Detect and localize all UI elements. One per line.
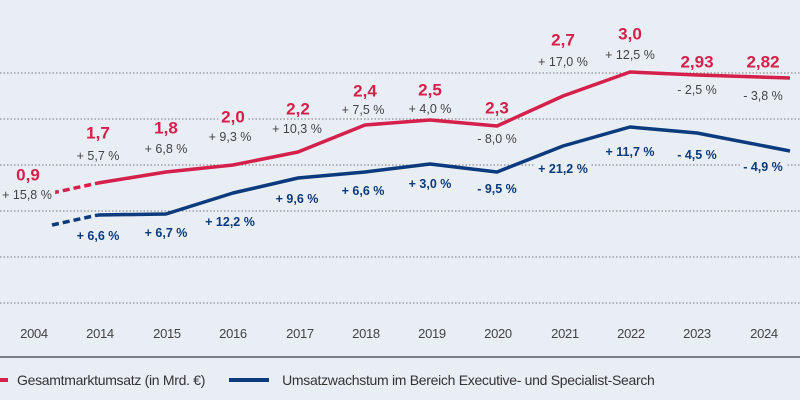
legend-swatch-blue [229, 378, 270, 382]
growth-label-umsatzwachstum: + 3,0 % [405, 178, 455, 191]
growth-label-gesamtmarkt: + 15,8 % [0, 189, 55, 202]
umsatzwachstum-line [97, 125, 791, 217]
growth-label-umsatzwachstum: - 9,5 % [474, 183, 520, 196]
growth-label-gesamtmarkt: + 7,5 % [338, 104, 388, 117]
growth-label-gesamtmarkt: - 2,5 % [674, 84, 720, 97]
value-label: 2,2 [283, 100, 313, 118]
legend: Gesamtmarktumsatz (in Mrd. €) Umsatzwach… [0, 372, 655, 388]
growth-label-gesamtmarkt: - 8,0 % [474, 133, 520, 146]
growth-label-gesamtmarkt: + 12,5 % [602, 49, 658, 62]
value-label: 1,7 [83, 124, 113, 142]
value-label: 2,3 [482, 99, 512, 117]
growth-label-umsatzwachstum: + 12,2 % [202, 216, 258, 229]
value-label: 3,0 [615, 25, 645, 43]
value-label: 2,93 [677, 53, 717, 71]
growth-label-umsatzwachstum: + 6,6 % [338, 185, 388, 198]
x-tick-label: 2023 [683, 326, 711, 341]
growth-label-umsatzwachstum: + 6,7 % [141, 227, 191, 240]
growth-label-umsatzwachstum: + 6,6 % [73, 230, 123, 243]
growth-label-umsatzwachstum: + 9,6 % [272, 193, 322, 206]
gesamtmarkt-line [97, 70, 791, 185]
growth-label-gesamtmarkt: - 3,8 % [740, 90, 786, 103]
growth-label-gesamtmarkt: + 10,3 % [269, 123, 325, 136]
x-tick-label: 2014 [86, 326, 114, 341]
growth-label-gesamtmarkt: + 9,3 % [205, 131, 255, 144]
x-tick-label: 2022 [617, 326, 645, 341]
value-label: 2,0 [218, 108, 248, 126]
growth-label-gesamtmarkt: + 6,8 % [141, 143, 191, 156]
growth-label-gesamtmarkt: + 5,7 % [73, 150, 123, 163]
growth-label-umsatzwachstum: + 21,2 % [535, 163, 591, 176]
x-tick-label: 2015 [153, 326, 181, 341]
growth-label-umsatzwachstum: - 4,5 % [674, 149, 720, 162]
value-label: 1,8 [151, 119, 181, 137]
x-tick-label: 2019 [418, 326, 446, 341]
x-tick-label: 2018 [352, 326, 380, 341]
x-tick-label: 2021 [551, 326, 579, 341]
growth-label-umsatzwachstum: - 4,9 % [740, 161, 786, 174]
x-tick-label: 2020 [484, 326, 512, 341]
growth-label-umsatzwachstum: + 11,7 % [602, 146, 658, 159]
chart-plot [0, 70, 800, 304]
axis-separator [0, 356, 800, 358]
value-label: 2,5 [415, 81, 445, 99]
x-tick-label: 2024 [750, 326, 778, 341]
x-tick-label: 2004 [20, 326, 48, 341]
growth-label-gesamtmarkt: + 17,0 % [535, 56, 591, 69]
value-label: 0,9 [13, 166, 43, 184]
x-tick-label: 2017 [286, 326, 314, 341]
gesamtmarkt-dashed-segment [51, 181, 99, 195]
umsatzwachstum-dashed-segment [51, 213, 99, 227]
value-label: 2,82 [743, 53, 783, 71]
value-label: 2,7 [548, 31, 578, 49]
legend-label-umsatzwachstum: Umsatzwachstum im Bereich Executive- und… [282, 372, 655, 388]
growth-label-gesamtmarkt: + 4,0 % [405, 103, 455, 116]
x-tick-label: 2016 [219, 326, 247, 341]
value-label: 2,4 [350, 82, 380, 100]
legend-label-gesamtmarkt: Gesamtmarktumsatz (in Mrd. €) [17, 372, 206, 388]
legend-swatch-red [0, 378, 8, 382]
